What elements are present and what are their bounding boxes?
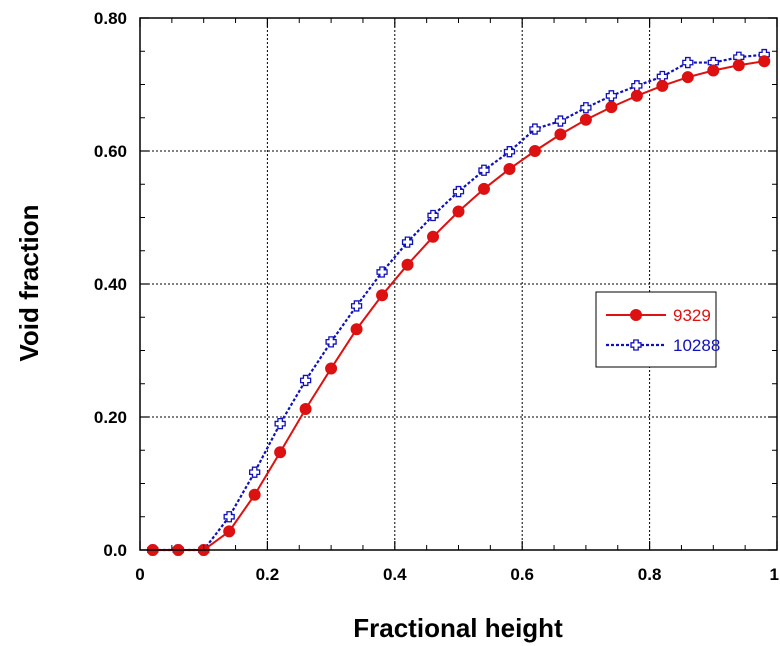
data-point-10288-shape xyxy=(249,466,261,478)
data-point-9329 xyxy=(656,79,669,92)
legend-label-9329: 9329 xyxy=(673,306,711,325)
data-point-10288-shape xyxy=(427,209,439,222)
y-tick-label: 0.60 xyxy=(94,142,127,161)
y-tick-label: 0.20 xyxy=(94,408,127,427)
data-point-9329 xyxy=(223,525,236,538)
legend-item-9329: 9329 xyxy=(606,306,711,325)
data-point-10288 xyxy=(427,209,439,222)
tick-labels: 0 0.2 0.4 0.6 0.8 1 0.0 0.20 0.40 0.60 0.80 xyxy=(94,9,779,584)
legend-box xyxy=(595,291,717,368)
data-point-9329 xyxy=(477,182,490,195)
data-point-10288-shape xyxy=(682,56,694,69)
data-point-9329 xyxy=(325,362,338,375)
data-point-10288-shape xyxy=(580,102,592,114)
data-point-10288-shape xyxy=(299,374,312,387)
data-point-10288-shape xyxy=(529,123,541,135)
data-point-10288 xyxy=(478,164,490,176)
data-point-9329 xyxy=(528,145,541,157)
data-point-9329 xyxy=(503,162,516,175)
x-tick-label: 1 xyxy=(770,565,779,584)
data-point-9329 xyxy=(350,323,363,336)
legend-label-10288: 10288 xyxy=(673,336,720,355)
data-point-10288 xyxy=(223,511,235,523)
data-point-10288-shape xyxy=(503,146,516,158)
data-point-9329 xyxy=(376,289,389,302)
x-axis-title: Fractional height xyxy=(353,613,563,643)
legend-marker-10288 xyxy=(630,339,642,351)
data-point-10288-shape xyxy=(274,418,286,430)
data-point-10288 xyxy=(554,115,567,127)
series-9329 xyxy=(146,55,771,556)
data-point-9329 xyxy=(681,71,694,84)
x-tick-label: 0.8 xyxy=(638,565,662,584)
data-point-9329 xyxy=(605,101,618,114)
data-point-9329 xyxy=(427,230,440,243)
x-tick-label: 0 xyxy=(135,565,144,584)
data-point-10288 xyxy=(401,236,414,248)
data-point-9329 xyxy=(554,128,567,141)
y-axis-title: Void fraction xyxy=(14,205,44,362)
data-point-10288 xyxy=(580,102,592,114)
data-point-10288-shape xyxy=(401,236,414,248)
data-point-9329 xyxy=(452,205,465,218)
data-point-9329 xyxy=(732,59,745,72)
data-point-10288 xyxy=(274,418,286,430)
data-point-10288-shape xyxy=(376,266,388,278)
data-point-9329 xyxy=(401,258,414,271)
data-point-10288-shape xyxy=(325,336,337,348)
x-tick-label: 0.2 xyxy=(256,565,280,584)
data-point-10288-shape xyxy=(478,164,490,176)
y-tick-label: 0.80 xyxy=(94,9,127,28)
data-point-10288 xyxy=(503,146,516,158)
data-point-10288-shape xyxy=(554,115,567,127)
data-point-10288-shape xyxy=(223,511,235,523)
data-point-10288 xyxy=(299,374,312,387)
legend-marker-10288-shape xyxy=(630,339,642,351)
data-point-10288 xyxy=(631,80,643,92)
data-point-9329 xyxy=(630,89,643,102)
series-layer xyxy=(146,48,771,556)
data-point-10288-shape xyxy=(631,80,643,92)
data-point-10288 xyxy=(529,123,541,135)
x-tick-label: 0.6 xyxy=(510,565,534,584)
data-point-10288 xyxy=(605,90,618,102)
y-tick-label: 0.0 xyxy=(103,541,127,560)
data-point-9329 xyxy=(299,403,312,416)
x-tick-label: 0.4 xyxy=(383,565,407,584)
grid-lines xyxy=(140,18,777,550)
data-point-9329 xyxy=(758,55,771,68)
data-point-10288 xyxy=(249,466,261,478)
data-point-10288 xyxy=(452,185,465,198)
y-tick-label: 0.40 xyxy=(94,275,127,294)
data-point-10288-shape xyxy=(605,90,618,102)
legend-item-10288: 10288 xyxy=(606,336,720,355)
data-point-10288 xyxy=(350,300,363,312)
data-point-9329 xyxy=(248,488,261,501)
data-point-10288-shape xyxy=(350,300,363,312)
legend-marker-9329 xyxy=(630,309,642,321)
data-point-9329 xyxy=(274,446,287,459)
data-point-10288 xyxy=(376,266,388,278)
data-point-10288-shape xyxy=(452,185,465,198)
data-point-9329 xyxy=(707,64,720,77)
data-point-9329 xyxy=(579,113,592,126)
data-point-10288 xyxy=(325,336,337,348)
data-point-10288 xyxy=(682,56,694,69)
axis-ticks xyxy=(139,17,778,551)
legend: 9329 10288 xyxy=(595,291,720,368)
